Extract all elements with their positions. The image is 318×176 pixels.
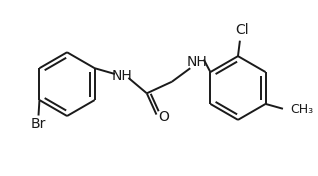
Text: O: O <box>158 111 169 124</box>
Text: NH: NH <box>111 69 132 83</box>
Text: Br: Br <box>31 117 46 131</box>
Text: NH: NH <box>187 55 207 69</box>
Text: Cl: Cl <box>235 23 249 37</box>
Text: CH₃: CH₃ <box>291 103 314 116</box>
